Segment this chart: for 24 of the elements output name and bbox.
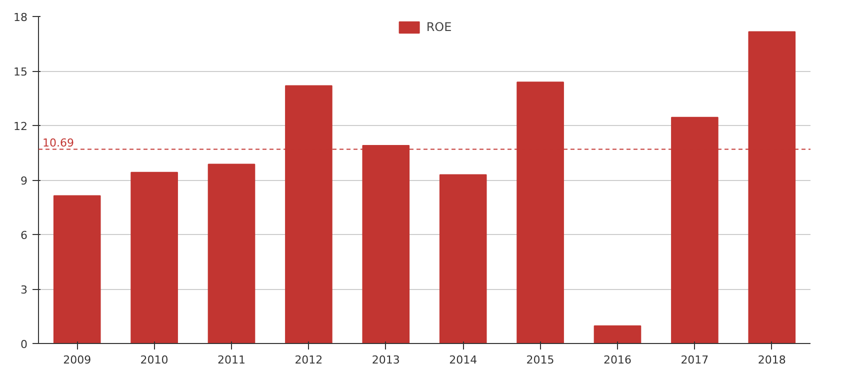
y-tick-label: 9 [20,174,28,188]
x-tick-label: 2010 [140,354,168,366]
x-tick-label: 2017 [680,354,709,366]
y-tick-label: 15 [14,66,28,78]
x-tick-label: 2012 [294,354,323,366]
bar [439,174,487,344]
x-tick-label: 2011 [218,354,246,366]
bar [594,325,642,344]
x-tick-label: 2014 [449,354,478,366]
x-tick-label: 2018 [758,354,786,366]
bar [208,164,256,344]
bar [53,195,101,344]
x-tick-label: 2015 [526,354,554,366]
x-tick-label: 2016 [604,354,632,366]
y-tick-label: 3 [20,284,28,296]
bar [130,172,178,344]
y-tick-label: 0 [20,338,28,351]
y-tick-label: 12 [14,120,28,133]
legend-label: ROE [426,20,452,34]
x-tick-label: 2009 [63,354,92,366]
y-tick-label: 18 [14,11,28,24]
ref-line-label: 10.69 [42,136,74,150]
y-tick-label: 6 [20,229,28,242]
x-tick-label: 2013 [372,354,400,366]
